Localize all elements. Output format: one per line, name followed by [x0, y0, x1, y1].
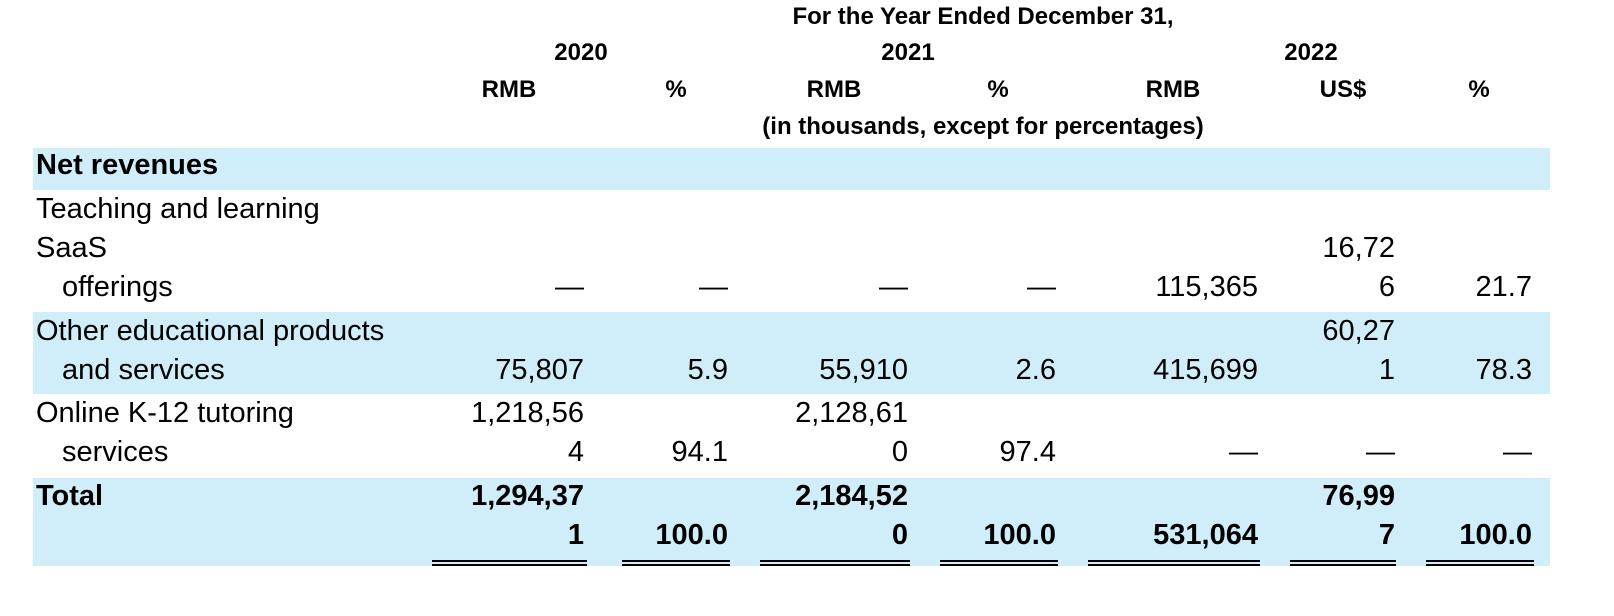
cell-usd-2022: —: [1366, 436, 1395, 468]
currency-header-usd-2022: US$: [1319, 76, 1367, 103]
currency-header-rmb-2020: RMB: [481, 76, 537, 103]
cell-rmb-2022: 415,699: [1153, 354, 1258, 386]
units-note: (in thousands, except for percentages): [762, 113, 1204, 140]
row-label-line: SaaS: [36, 232, 107, 264]
currency-header-rmb-2022: RMB: [1145, 76, 1201, 103]
period-header: For the Year Ended December 31,: [792, 3, 1174, 30]
row-label-line: Online K-12 tutoring: [36, 397, 294, 429]
total-double-underline: [1290, 560, 1396, 566]
cell-rmb-2020-line1: 1,294,37: [471, 480, 584, 512]
row-label-total: Total: [36, 480, 104, 512]
total-double-underline: [1088, 560, 1260, 566]
cell-usd-2022-line1: 60,27: [1322, 315, 1395, 347]
cell-pct-2021: —: [1027, 271, 1056, 303]
cell-rmb-2021-line1: 2,128,61: [795, 397, 908, 429]
cell-rmb-2020: —: [555, 271, 584, 303]
cell-pct-2022: 21.7: [1475, 271, 1532, 303]
cell-rmb-2021-line2: 0: [891, 436, 908, 468]
row-background-other-educational: [33, 312, 1550, 394]
total-double-underline: [760, 560, 910, 566]
cell-pct-2020: 100.0: [655, 519, 728, 551]
cell-usd-2022-line2: 6: [1378, 271, 1395, 303]
row-label-line: offerings: [62, 271, 173, 303]
cell-rmb-2022: —: [1229, 436, 1258, 468]
section-row-background: [33, 148, 1550, 190]
currency-header-rmb-2021: RMB: [806, 76, 862, 103]
row-background-total: [33, 478, 1550, 566]
cell-pct-2021: 100.0: [983, 519, 1056, 551]
row-label-line: services: [62, 436, 169, 468]
cell-rmb-2022: 531,064: [1153, 519, 1258, 551]
total-double-underline: [1426, 560, 1534, 566]
cell-rmb-2020: 75,807: [495, 354, 584, 386]
cell-pct-2021: 2.6: [1015, 354, 1056, 386]
cell-pct-2022: 100.0: [1459, 519, 1532, 551]
cell-usd-2022-line2: 1: [1378, 354, 1395, 386]
percent-header-2022: %: [1468, 76, 1490, 103]
percent-header-2020: %: [665, 76, 687, 103]
cell-rmb-2020-line2: 4: [567, 436, 584, 468]
cell-pct-2021: 97.4: [999, 436, 1056, 468]
cell-rmb-2021-line1: 2,184,52: [795, 480, 908, 512]
row-label-line: and services: [62, 354, 225, 386]
total-double-underline: [622, 560, 730, 566]
cell-pct-2020: 5.9: [687, 354, 728, 386]
year-header-2021: 2021: [881, 39, 935, 66]
cell-pct-2022: 78.3: [1475, 354, 1532, 386]
section-title-net-revenues: Net revenues: [36, 149, 219, 181]
total-double-underline: [432, 560, 587, 566]
total-double-underline: [940, 560, 1058, 566]
cell-usd-2022-line2: 7: [1378, 519, 1395, 551]
cell-rmb-2021-line2: 0: [891, 519, 908, 551]
cell-pct-2022: —: [1503, 436, 1532, 468]
year-header-2020: 2020: [554, 39, 608, 66]
year-header-2022: 2022: [1284, 39, 1338, 66]
cell-rmb-2020-line1: 1,218,56: [471, 397, 584, 429]
row-label-line: Teaching and learning: [36, 193, 320, 225]
cell-rmb-2020-line2: 1: [567, 519, 584, 551]
cell-rmb-2022: 115,365: [1155, 271, 1258, 303]
cell-pct-2020: 94.1: [671, 436, 728, 468]
cell-usd-2022-line1: 16,72: [1322, 232, 1395, 264]
cell-usd-2022-line1: 76,99: [1322, 480, 1395, 512]
cell-rmb-2021: 55,910: [819, 354, 908, 386]
row-label-line: Other educational products: [36, 315, 385, 347]
cell-rmb-2021: —: [879, 271, 908, 303]
cell-pct-2020: —: [699, 271, 728, 303]
percent-header-2021: %: [987, 76, 1009, 103]
